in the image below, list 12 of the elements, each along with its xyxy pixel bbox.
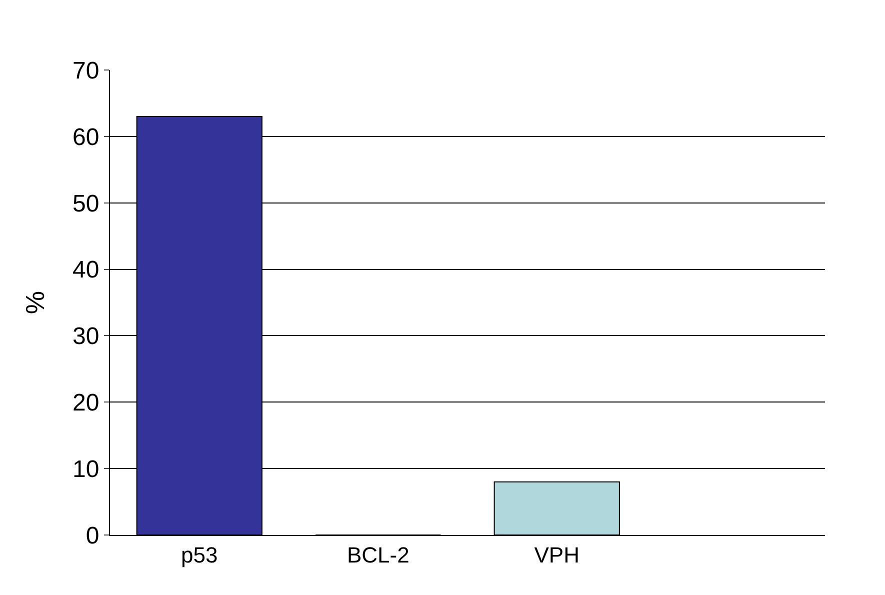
y-axis-title: % bbox=[20, 290, 50, 314]
y-tick-label: 40 bbox=[72, 256, 100, 284]
y-tick-label: 70 bbox=[72, 57, 100, 84]
y-tick-label: 60 bbox=[72, 124, 100, 151]
y-tick-label: 10 bbox=[72, 456, 100, 483]
y-tick-label: 0 bbox=[86, 522, 100, 550]
y-tick-label: 50 bbox=[72, 190, 100, 218]
y-tick-label: 30 bbox=[72, 323, 100, 350]
x-tick-label: BCL-2 bbox=[346, 542, 410, 568]
x-tick-label: p53 bbox=[181, 542, 218, 568]
x-tick-label: VPH bbox=[534, 542, 580, 568]
y-tick-label: 20 bbox=[72, 390, 100, 417]
